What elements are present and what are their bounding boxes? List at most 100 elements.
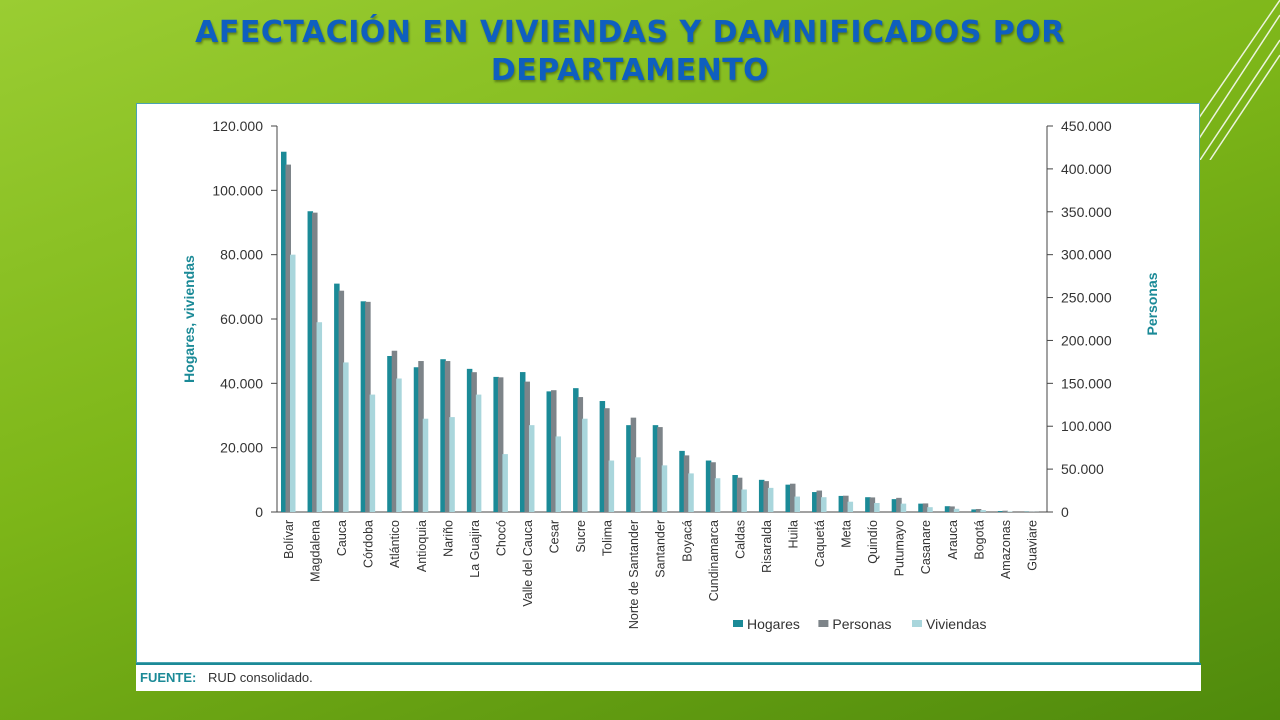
source-bar: FUENTE: RUD consolidado. (136, 663, 1201, 691)
bar-viviendas (714, 478, 721, 512)
bar-hogares (519, 372, 526, 512)
bar-chart: 0 20.000 40.000 60.000 80.000 100.000 120.000 0… (181, 118, 1160, 632)
bar-personas (551, 390, 557, 512)
y-axis-title-left: Hogares, viviendas (181, 255, 197, 383)
source-text: RUD consolidado. (208, 670, 313, 685)
x-tick-label: Antioquia (415, 520, 429, 572)
bar-personas (312, 212, 318, 512)
bar-hogares (493, 376, 499, 512)
x-tick-label: Risaralda (760, 520, 774, 573)
y-tick-label-left: 120.000 (212, 118, 263, 134)
y-axis-title-right: Personas (1144, 272, 1160, 335)
legend-label: Viviendas (926, 616, 986, 632)
x-tick-label: Norte de Santander (627, 520, 641, 629)
y-tick-label-left: 20.000 (220, 440, 263, 456)
x-tick-label: Quindío (866, 520, 880, 564)
bar-hogares (705, 460, 712, 512)
bar-personas (604, 408, 610, 512)
y-tick-label-right: 150.000 (1061, 375, 1112, 391)
x-tick-label: Putumayo (893, 520, 907, 576)
x-tick-label: Amazonas (999, 520, 1013, 579)
bar-personas (471, 372, 477, 512)
x-tick-label: Caldas (733, 520, 747, 559)
bar-viviendas (767, 487, 774, 512)
bar-hogares (626, 425, 632, 512)
bar-personas (789, 483, 796, 512)
bar-personas (577, 397, 584, 512)
x-tick-label: Cauca (335, 520, 349, 556)
bar-hogares (599, 401, 606, 512)
bar-viviendas (396, 378, 402, 512)
bar-viviendas (555, 436, 562, 512)
bar-hogares (918, 503, 924, 512)
y-tick-label-right: 400.000 (1061, 161, 1112, 177)
y-tick-label-right: 450.000 (1061, 118, 1112, 134)
y-tick-label-right: 0 (1061, 504, 1069, 520)
x-tick-label: Chocó (494, 520, 508, 556)
legend-swatch (733, 620, 743, 627)
x-tick-label: Nariño (441, 520, 455, 557)
bar-personas (444, 361, 451, 512)
x-tick-label: Valle del Cauca (521, 520, 535, 607)
bar-personas (896, 497, 902, 512)
bar-personas (816, 490, 823, 512)
bar-hogares (334, 283, 340, 512)
bar-personas (657, 427, 663, 512)
bar-personas (418, 361, 424, 512)
x-tick-label: Magdalena (309, 520, 323, 582)
bar-hogares (573, 388, 579, 512)
x-tick-label: Cundinamarca (707, 520, 721, 601)
y-tick-label-right: 350.000 (1061, 204, 1112, 220)
bar-hogares (466, 368, 473, 512)
bar-personas (922, 503, 929, 512)
bar-personas (869, 497, 876, 512)
bar-personas (285, 164, 291, 512)
bar-viviendas (794, 496, 800, 512)
bar-personas (630, 417, 637, 512)
bar-hogares (997, 511, 1004, 512)
bar-hogares (307, 211, 314, 512)
legend-label: Hogares (747, 616, 800, 632)
bar-hogares (812, 492, 818, 512)
bar-hogares (732, 475, 738, 512)
x-tick-label: La Guajira (468, 520, 482, 578)
bar-viviendas (874, 502, 880, 512)
bar-hogares (865, 497, 871, 512)
chart-panel: 0 20.000 40.000 60.000 80.000 100.000 120.000 0… (136, 103, 1200, 663)
bar-personas (763, 481, 769, 512)
bar-hogares (652, 425, 659, 512)
y-tick-label-right: 300.000 (1061, 247, 1112, 263)
bar-personas (1002, 510, 1008, 512)
legend-swatch (912, 620, 922, 627)
bar-hogares (387, 355, 393, 512)
bar-personas (949, 506, 955, 512)
bar-hogares (944, 506, 951, 512)
bar-personas (365, 301, 371, 512)
bar-hogares (281, 151, 287, 512)
bar-viviendas (661, 465, 668, 512)
x-tick-label: Córdoba (362, 520, 376, 568)
bar-viviendas (688, 473, 694, 512)
bar-personas (736, 477, 743, 512)
y-tick-label-left: 0 (255, 504, 263, 520)
bar-viviendas (953, 508, 960, 512)
y-tick-label-right: 50.000 (1061, 461, 1104, 477)
x-tick-label: Arauca (946, 520, 960, 560)
bar-hogares (758, 479, 765, 512)
y-tick-label-left: 40.000 (220, 375, 263, 391)
x-tick-label: Bolívar (282, 520, 296, 559)
bar-personas (843, 495, 849, 512)
bar-viviendas (927, 507, 933, 512)
bar-personas (524, 381, 530, 512)
bar-hogares (971, 509, 977, 512)
x-tick-label: Atlántico (388, 520, 402, 568)
bar-viviendas (502, 454, 508, 512)
x-tick-label: Bogotá (972, 520, 986, 560)
bar-viviendas (290, 254, 296, 512)
bar-viviendas (343, 362, 349, 512)
y-tick-label-left: 100.000 (212, 182, 263, 198)
x-tick-label: Caquetá (813, 520, 827, 567)
bar-viviendas (900, 503, 907, 512)
bar-viviendas (741, 489, 747, 512)
bar-hogares (838, 495, 845, 512)
